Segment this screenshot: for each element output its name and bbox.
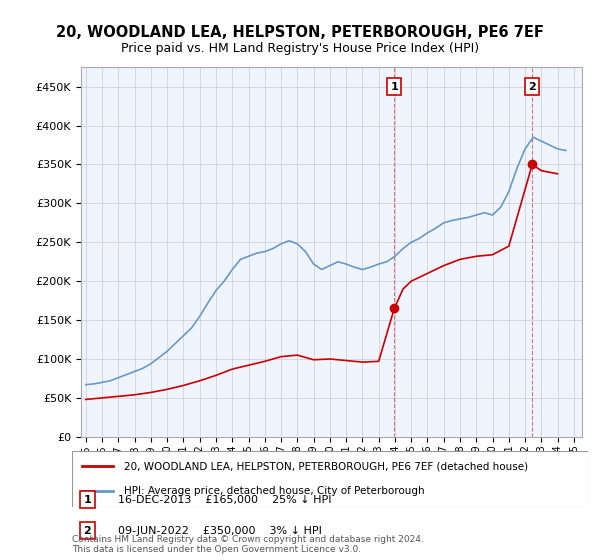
Text: 20, WOODLAND LEA, HELPSTON, PETERBOROUGH, PE6 7EF: 20, WOODLAND LEA, HELPSTON, PETERBOROUGH…: [56, 25, 544, 40]
Text: Contains HM Land Registry data © Crown copyright and database right 2024.
This d: Contains HM Land Registry data © Crown c…: [72, 535, 424, 554]
Text: HPI: Average price, detached house, City of Peterborough: HPI: Average price, detached house, City…: [124, 486, 424, 496]
Text: 09-JUN-2022    £350,000    3% ↓ HPI: 09-JUN-2022 £350,000 3% ↓ HPI: [118, 526, 322, 535]
FancyBboxPatch shape: [72, 451, 588, 507]
Text: 1: 1: [83, 495, 91, 505]
Text: 2: 2: [529, 82, 536, 92]
Text: 1: 1: [391, 82, 398, 92]
Text: Price paid vs. HM Land Registry's House Price Index (HPI): Price paid vs. HM Land Registry's House …: [121, 42, 479, 55]
Text: 2: 2: [83, 526, 91, 535]
Text: 20, WOODLAND LEA, HELPSTON, PETERBOROUGH, PE6 7EF (detached house): 20, WOODLAND LEA, HELPSTON, PETERBOROUGH…: [124, 461, 528, 472]
Text: 16-DEC-2013    £165,000    25% ↓ HPI: 16-DEC-2013 £165,000 25% ↓ HPI: [118, 495, 332, 505]
